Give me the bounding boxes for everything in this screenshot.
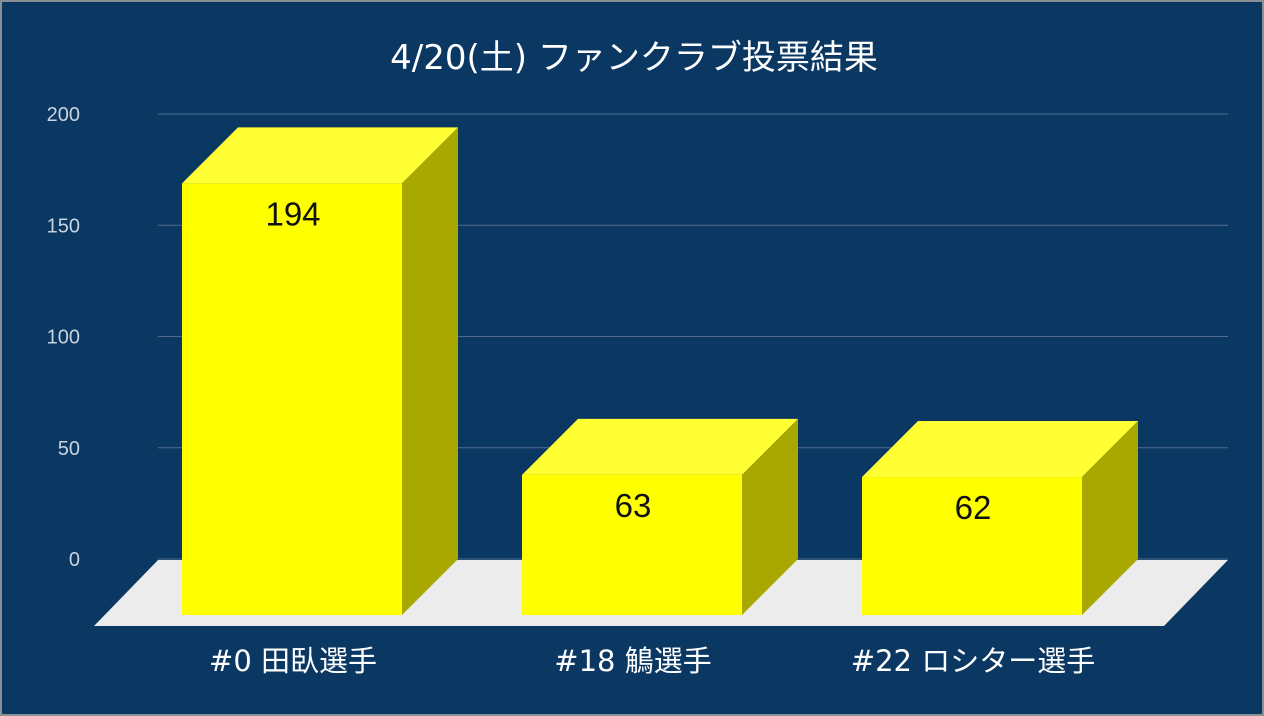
y-tick-label: 200 — [47, 104, 80, 126]
bar-front-face — [522, 474, 742, 615]
y-tick-label: 150 — [47, 215, 80, 237]
bar-top-face — [862, 421, 1138, 478]
bar-side-face — [742, 418, 798, 615]
data-label: 62 — [955, 489, 992, 526]
data-label: 194 — [265, 195, 320, 232]
bars: 194 63 62 — [182, 127, 1138, 615]
bar: 63 — [522, 418, 798, 615]
bar-top-face — [522, 418, 798, 475]
y-tick-label: 100 — [47, 327, 80, 349]
y-tick-label: 50 — [58, 438, 80, 460]
chart-title: 4/20(土) ファンクラブ投票結果 — [390, 38, 878, 78]
data-label: 63 — [615, 487, 652, 524]
bar: 194 — [182, 127, 458, 615]
bar: 62 — [862, 421, 1138, 615]
x-tick-label: #18 鵤選手 — [554, 644, 711, 678]
bar-front-face — [862, 477, 1082, 615]
y-axis-ticks: 0 50 100 150 200 — [47, 104, 80, 571]
x-tick-label: #0 田臥選手 — [209, 644, 377, 678]
y-tick-label: 0 — [69, 549, 80, 571]
bar-front-face — [182, 183, 402, 615]
bar-top-face — [182, 127, 458, 184]
x-axis-labels: #0 田臥選手 #18 鵤選手 #22 ロシター選手 — [209, 644, 1095, 678]
bar-side-face — [1082, 421, 1138, 615]
bar-side-face — [402, 127, 458, 615]
x-tick-label: #22 ロシター選手 — [851, 644, 1095, 678]
